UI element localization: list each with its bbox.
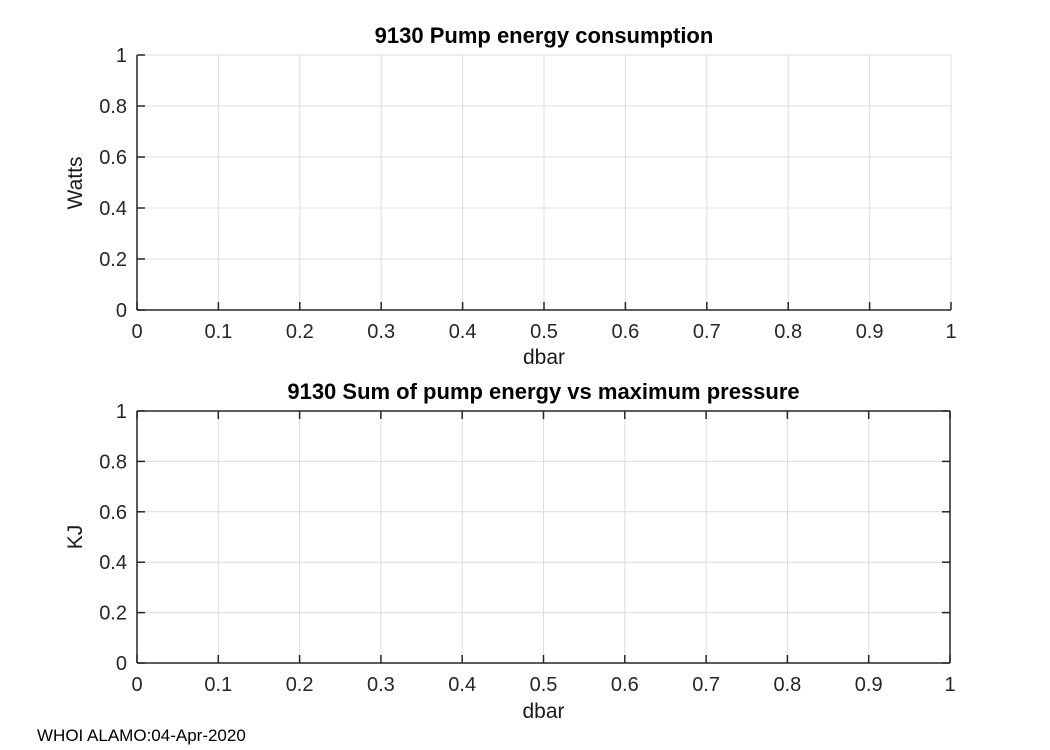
x-tick-label: 0.4 [448,674,476,696]
x-axis-label-dbar-bottom: dbar [522,700,565,723]
y-axis-label-kj: KJ [64,524,87,550]
x-tick-label: 0.8 [773,674,801,696]
x-tick-label: 0.9 [856,321,884,343]
x-tick-label: 0.8 [774,321,802,343]
x-tick-label: 0.7 [693,321,721,343]
y-tick-label: 0.8 [99,451,127,473]
x-tick-label: 0 [131,321,142,343]
x-tick-label: 0.9 [855,674,883,696]
x-tick-label: 0 [131,674,142,696]
y-tick-label: 0.6 [99,502,127,524]
y-axis-label-watts: Watts [64,156,87,210]
y-tick-label: 0 [116,653,127,675]
x-tick-label: 0.2 [286,674,314,696]
x-tick-label: 0.5 [530,321,558,343]
x-tick-label: 0.4 [449,321,477,343]
y-tick-label: 0 [116,300,127,322]
x-tick-label: 0.1 [204,321,232,343]
x-tick-label: 1 [944,674,955,696]
x-tick-label: 0.3 [367,674,395,696]
chart-title-sum-pump-energy: 9130 Sum of pump energy vs maximum press… [287,379,800,404]
x-tick-label: 1 [945,321,956,343]
x-axis-label-dbar-top: dbar [522,346,566,369]
x-tick-label: 0.2 [286,321,314,343]
y-tick-label: 0.8 [99,96,127,118]
watermark-text: WHOI ALAMO:04-Apr-2020 [37,726,246,745]
y-tick-label: 1 [116,45,127,67]
x-tick-label: 0.3 [367,321,395,343]
y-tick-label: 1 [116,401,127,423]
x-tick-label: 0.6 [611,674,639,696]
y-tick-label: 0.2 [99,603,127,625]
chart-title-pump-energy: 9130 Pump energy consumption [374,23,714,48]
y-tick-label: 0.2 [99,249,127,271]
y-tick-label: 0.4 [99,552,127,574]
y-tick-label: 0.6 [99,147,127,169]
x-tick-label: 0.6 [611,321,639,343]
x-tick-label: 0.5 [530,674,558,696]
x-tick-label: 0.1 [204,674,232,696]
y-tick-label: 0.4 [99,198,127,220]
x-tick-label: 0.7 [692,674,720,696]
